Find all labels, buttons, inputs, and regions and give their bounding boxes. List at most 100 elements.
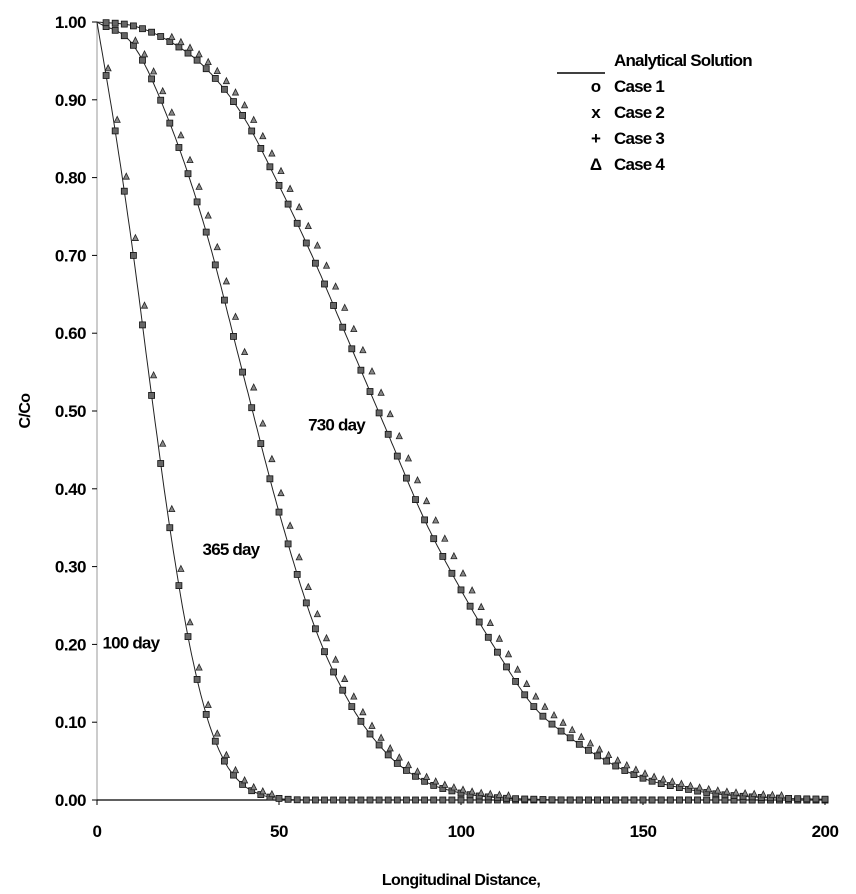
case-4-marker xyxy=(268,789,276,798)
case-4-marker xyxy=(304,221,312,230)
case-marker xyxy=(275,181,283,189)
case-marker xyxy=(129,22,137,30)
case-marker xyxy=(594,796,601,804)
case-4-marker xyxy=(231,312,240,320)
case-marker xyxy=(339,323,347,331)
case-marker xyxy=(685,796,692,804)
case-4-marker xyxy=(695,783,704,791)
case-4-marker xyxy=(231,765,240,774)
case-4-marker xyxy=(504,649,513,658)
case-marker xyxy=(666,796,674,804)
case-marker xyxy=(284,795,292,803)
case-marker xyxy=(612,796,620,804)
case-marker xyxy=(457,586,465,594)
case-marker xyxy=(184,633,192,640)
case-4-marker xyxy=(222,277,231,285)
case-marker xyxy=(630,796,638,804)
case-marker xyxy=(466,602,474,610)
case-4-marker xyxy=(359,345,367,354)
case-4-marker xyxy=(186,155,194,164)
case-marker xyxy=(184,170,192,178)
case-4-marker xyxy=(149,370,158,379)
case-marker xyxy=(102,19,110,27)
case-marker xyxy=(493,648,501,656)
case-4-marker xyxy=(623,760,631,769)
case-marker xyxy=(357,366,365,374)
legend-label: Case 4 xyxy=(614,155,665,174)
case-marker xyxy=(311,625,319,633)
case-marker xyxy=(512,678,519,685)
case-marker xyxy=(311,259,319,267)
case-marker xyxy=(348,796,356,804)
case-4-marker xyxy=(195,49,203,58)
case-4-marker xyxy=(386,409,394,418)
case-marker xyxy=(220,85,228,93)
case-4-marker xyxy=(159,439,167,447)
case-marker xyxy=(548,720,556,728)
case-4-marker xyxy=(459,569,467,577)
case-4-marker xyxy=(450,783,458,791)
case-4-marker xyxy=(450,551,458,560)
case-4-marker xyxy=(213,729,221,737)
case-marker xyxy=(230,98,237,105)
y-tick-label: 0.10 xyxy=(55,713,86,732)
case-4-marker xyxy=(477,788,485,796)
case-4-marker xyxy=(259,419,267,427)
case-marker xyxy=(211,261,219,269)
case-4-marker xyxy=(350,692,358,700)
case-4-marker xyxy=(250,383,258,391)
case-marker xyxy=(293,796,301,804)
case-4-marker xyxy=(495,634,504,642)
y-tick-label: 0.90 xyxy=(55,91,86,110)
case-4-marker xyxy=(140,301,149,309)
case-4-marker xyxy=(686,781,695,789)
case-marker xyxy=(266,163,274,171)
case-marker xyxy=(639,796,647,804)
case-4-marker xyxy=(277,166,285,175)
case-marker xyxy=(393,452,401,460)
case-4-marker xyxy=(113,115,121,123)
case-marker xyxy=(321,648,328,656)
case-marker xyxy=(785,795,792,802)
case-marker xyxy=(293,571,301,578)
case-marker xyxy=(621,796,629,804)
legend-label: Case 2 xyxy=(614,103,664,122)
case-4-marker xyxy=(295,552,303,561)
case-4-marker xyxy=(486,789,494,797)
analytical-curve-100-day xyxy=(96,21,825,801)
y-tick-label: 0.70 xyxy=(55,246,86,265)
case-4-marker xyxy=(368,721,376,729)
case-marker xyxy=(157,460,165,467)
case-4-marker xyxy=(495,790,504,798)
case-4-marker xyxy=(341,674,349,682)
case-4-marker xyxy=(441,780,449,788)
legend-symbol: o xyxy=(591,77,601,96)
case-marker xyxy=(402,474,410,482)
case-4-marker xyxy=(177,130,185,139)
case-marker xyxy=(803,795,811,803)
x-tick-label: 200 xyxy=(812,822,839,841)
case-4-marker xyxy=(486,618,494,627)
case-marker xyxy=(148,391,156,399)
case-4-marker xyxy=(714,786,722,794)
case-marker xyxy=(302,796,310,804)
case-marker xyxy=(566,734,574,742)
case-4-marker xyxy=(604,750,613,759)
case-marker xyxy=(594,752,601,760)
case-marker xyxy=(612,762,620,770)
case-4-marker xyxy=(532,692,540,700)
case-4-marker xyxy=(186,617,194,626)
case-4-marker xyxy=(368,367,376,375)
case-marker xyxy=(302,239,310,247)
case-marker xyxy=(175,582,183,589)
case-4-marker xyxy=(140,49,149,58)
case-marker xyxy=(539,796,547,803)
case-marker xyxy=(566,796,574,804)
case-marker xyxy=(530,795,538,803)
case-marker xyxy=(475,618,483,626)
case-4-marker xyxy=(668,777,676,785)
case-4-marker xyxy=(650,772,658,780)
case-4-marker xyxy=(250,115,258,123)
case-marker xyxy=(139,25,146,33)
